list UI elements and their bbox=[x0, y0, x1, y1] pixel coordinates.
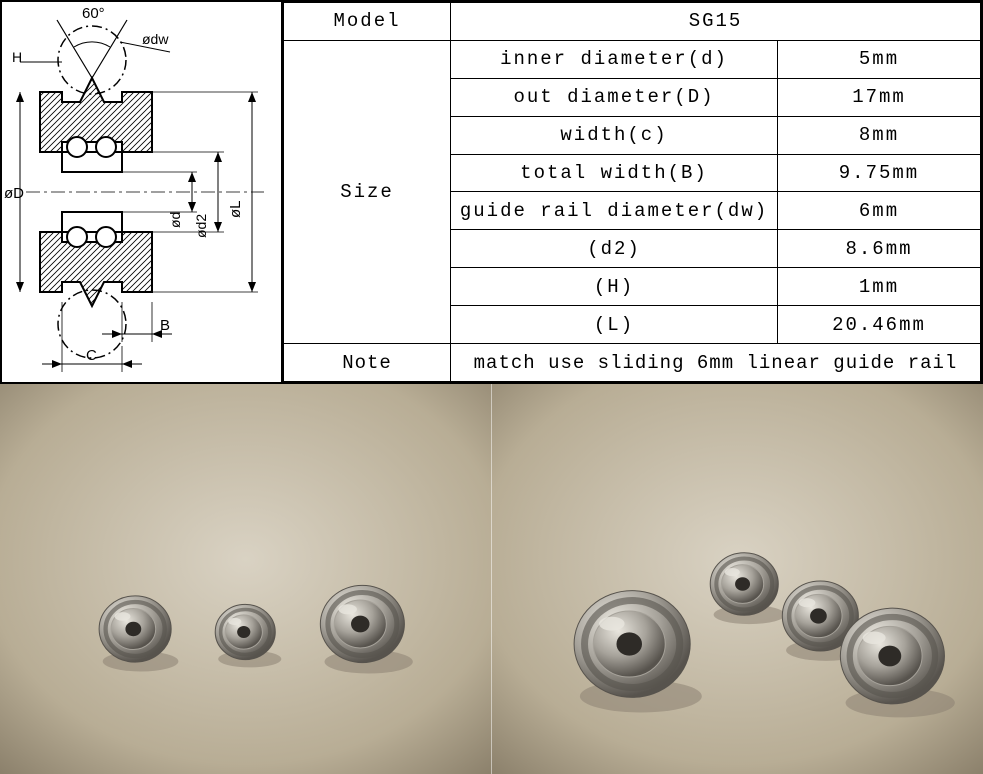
param-value: 8.6mm bbox=[778, 230, 981, 268]
H-label: H bbox=[12, 49, 22, 65]
size-label: Size bbox=[284, 40, 451, 343]
param-label: total width(B) bbox=[451, 154, 778, 192]
param-value: 17mm bbox=[778, 78, 981, 116]
product-photos bbox=[0, 384, 983, 774]
d-label: ød bbox=[167, 212, 183, 228]
dw-label: ødw bbox=[142, 31, 169, 47]
C-label: C bbox=[86, 347, 97, 364]
param-label: (d2) bbox=[451, 230, 778, 268]
param-value: 9.75mm bbox=[778, 154, 981, 192]
size-row: Size inner diameter(d) 5mm bbox=[284, 40, 981, 78]
param-label: guide rail diameter(dw) bbox=[451, 192, 778, 230]
d2-label: ød2 bbox=[193, 214, 209, 238]
note-label: Note bbox=[284, 344, 451, 382]
B-label: B bbox=[160, 317, 170, 334]
param-value: 5mm bbox=[778, 40, 981, 78]
param-value: 20.46mm bbox=[778, 306, 981, 344]
note-value: match use sliding 6mm linear guide rail bbox=[451, 344, 981, 382]
param-label: out diameter(D) bbox=[451, 78, 778, 116]
model-row: Model SG15 bbox=[284, 3, 981, 41]
photo-left bbox=[0, 384, 492, 774]
note-row: Note match use sliding 6mm linear guide … bbox=[284, 344, 981, 382]
model-label: Model bbox=[284, 3, 451, 41]
param-value: 6mm bbox=[778, 192, 981, 230]
angle-label: 60° bbox=[82, 5, 105, 22]
spec-section: 60° ødw H øD ød ød2 øL bbox=[0, 0, 983, 384]
param-label: (H) bbox=[451, 268, 778, 306]
technical-drawing: 60° ødw H øD ød ød2 øL bbox=[2, 2, 283, 382]
param-value: 8mm bbox=[778, 116, 981, 154]
param-value: 1mm bbox=[778, 268, 981, 306]
param-label: width(c) bbox=[451, 116, 778, 154]
spec-table: Model SG15 Size inner diameter(d) 5mm ou… bbox=[283, 2, 981, 382]
D-label: øD bbox=[4, 185, 24, 202]
model-value: SG15 bbox=[451, 3, 981, 41]
L-label: øL bbox=[227, 200, 244, 218]
param-label: inner diameter(d) bbox=[451, 40, 778, 78]
param-label: (L) bbox=[451, 306, 778, 344]
photo-right bbox=[492, 384, 983, 774]
